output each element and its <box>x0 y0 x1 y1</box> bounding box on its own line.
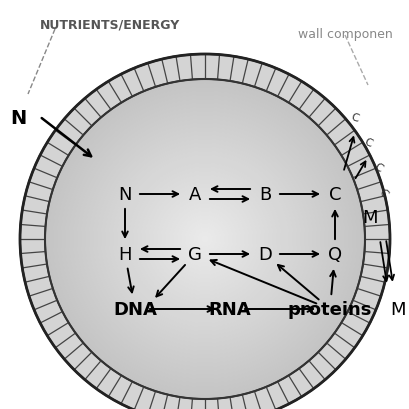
Text: M: M <box>389 300 405 318</box>
Circle shape <box>77 112 332 367</box>
Circle shape <box>125 160 284 319</box>
Text: C: C <box>328 186 340 204</box>
Text: H: H <box>118 245 131 263</box>
Text: A: A <box>189 186 201 204</box>
Circle shape <box>93 128 316 351</box>
Circle shape <box>53 88 356 391</box>
Text: C: C <box>362 137 373 149</box>
Circle shape <box>193 227 216 252</box>
Text: N: N <box>10 108 26 127</box>
Circle shape <box>89 124 320 355</box>
Circle shape <box>73 108 336 371</box>
Circle shape <box>177 211 232 267</box>
Circle shape <box>173 207 236 271</box>
Circle shape <box>61 96 348 383</box>
Circle shape <box>97 132 312 347</box>
Circle shape <box>105 139 304 339</box>
Circle shape <box>148 184 261 295</box>
Circle shape <box>85 120 324 359</box>
Text: DNA: DNA <box>113 300 157 318</box>
Circle shape <box>157 191 252 287</box>
Circle shape <box>145 180 264 299</box>
Circle shape <box>169 204 240 275</box>
Circle shape <box>189 223 220 255</box>
Circle shape <box>65 100 344 379</box>
Circle shape <box>129 164 280 315</box>
Circle shape <box>113 148 296 331</box>
Circle shape <box>153 188 256 291</box>
Text: wall componen: wall componen <box>297 28 392 41</box>
Text: M: M <box>362 209 377 227</box>
Circle shape <box>81 116 328 363</box>
Text: C: C <box>349 112 359 124</box>
Text: B: B <box>258 186 270 204</box>
Circle shape <box>161 196 248 283</box>
Circle shape <box>101 136 308 343</box>
Text: proteins: proteins <box>287 300 371 318</box>
Circle shape <box>49 84 360 395</box>
Circle shape <box>180 216 229 263</box>
Text: NUTRIENTS/ENERGY: NUTRIENTS/ENERGY <box>40 18 180 31</box>
Text: RNA: RNA <box>208 300 251 318</box>
Text: C: C <box>376 187 388 200</box>
Circle shape <box>121 155 288 323</box>
Circle shape <box>164 200 245 279</box>
Text: G: G <box>188 245 202 263</box>
Circle shape <box>117 152 292 327</box>
Circle shape <box>137 172 272 307</box>
Circle shape <box>184 220 225 259</box>
Circle shape <box>69 104 340 375</box>
Circle shape <box>196 231 213 247</box>
Circle shape <box>200 236 209 243</box>
Circle shape <box>109 144 300 335</box>
Text: D: D <box>257 245 271 263</box>
Text: C: C <box>371 161 383 174</box>
Circle shape <box>141 175 268 303</box>
Circle shape <box>57 92 352 387</box>
Text: Q: Q <box>327 245 341 263</box>
Text: N: N <box>118 186 131 204</box>
Circle shape <box>133 168 276 311</box>
Circle shape <box>45 80 364 399</box>
